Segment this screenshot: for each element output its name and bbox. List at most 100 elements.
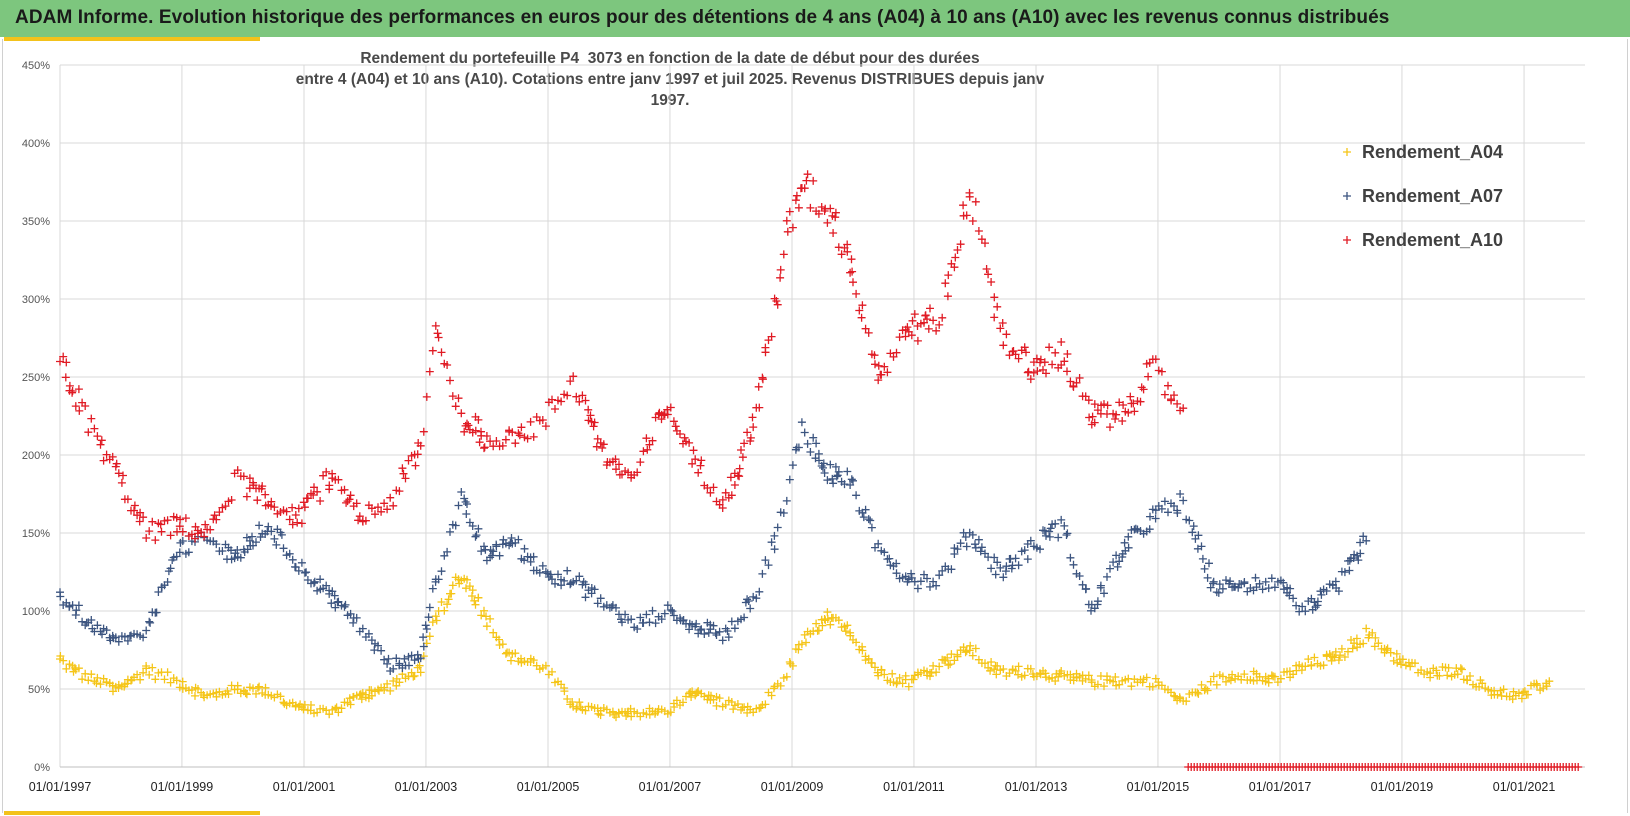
data-point (893, 678, 902, 687)
data-point (302, 568, 311, 577)
data-point (814, 209, 823, 218)
data-point (740, 439, 749, 448)
data-point (1524, 690, 1532, 699)
data-point (261, 683, 270, 692)
data-point (783, 227, 792, 236)
data-point (1160, 390, 1169, 399)
data-point (666, 708, 675, 717)
data-point (1330, 653, 1339, 662)
data-point (1127, 682, 1136, 691)
data-point (332, 703, 341, 712)
x-tick-label: 01/01/2009 (761, 780, 824, 794)
data-point (443, 361, 452, 369)
data-point (638, 619, 647, 627)
data-point (651, 619, 660, 628)
data-point (803, 439, 812, 448)
data-point (823, 615, 832, 623)
data-point (130, 501, 139, 510)
data-point (480, 606, 488, 615)
data-point (874, 539, 883, 548)
y-tick-label: 250% (22, 372, 50, 384)
data-point (943, 653, 952, 662)
data-point (1103, 401, 1112, 410)
data-point (1173, 509, 1182, 517)
data-point (114, 637, 123, 646)
data-point (440, 606, 449, 615)
data-point (1057, 515, 1066, 524)
data-point (1336, 651, 1345, 660)
data-point (1307, 661, 1316, 669)
data-point (1112, 551, 1121, 560)
data-point (788, 223, 797, 232)
data-point (178, 537, 187, 545)
data-point (325, 481, 334, 490)
data-point (1397, 660, 1405, 669)
data-point (257, 484, 266, 493)
data-point (535, 568, 544, 577)
data-point (892, 569, 901, 578)
data-point (823, 608, 832, 617)
data-point (764, 561, 773, 570)
data-point (1157, 504, 1166, 513)
data-point (212, 515, 221, 524)
data-point (486, 553, 495, 562)
data-point (849, 278, 857, 287)
data-point (612, 465, 620, 474)
data-point (201, 520, 210, 529)
data-point (448, 392, 457, 401)
data-point (410, 671, 419, 680)
data-point (253, 683, 262, 692)
data-point (62, 358, 71, 367)
data-point (1075, 572, 1084, 580)
data-point (157, 527, 166, 536)
data-point (847, 255, 856, 264)
data-point (1517, 694, 1526, 703)
data-point (119, 471, 127, 480)
data-point (523, 434, 532, 443)
data-point (1251, 573, 1260, 582)
data-point (950, 550, 959, 558)
data-point (829, 479, 838, 488)
data-point (981, 659, 989, 668)
data-point (294, 504, 303, 513)
data-point (1340, 568, 1349, 577)
data-point (1124, 532, 1133, 541)
data-point (1331, 647, 1340, 656)
data-point (776, 273, 785, 282)
data-point (693, 688, 702, 697)
data-point (1151, 514, 1160, 523)
data-point (977, 543, 986, 552)
data-point (767, 691, 776, 700)
data-point (981, 239, 989, 248)
data-point (392, 654, 401, 663)
data-point (236, 553, 245, 562)
data-point (1001, 567, 1010, 576)
data-point (480, 443, 489, 452)
data-point (794, 203, 803, 212)
data-point (749, 423, 758, 432)
data-point (437, 567, 446, 576)
data-point (480, 444, 488, 453)
data-point (334, 475, 343, 484)
data-point (123, 495, 132, 504)
data-point (178, 677, 187, 686)
data-point (160, 675, 169, 684)
data-point (1151, 506, 1160, 515)
data-point (572, 576, 581, 585)
data-point (495, 635, 503, 644)
data-point (482, 612, 490, 621)
data-point (252, 689, 260, 698)
data-point (468, 592, 476, 600)
data-point (1179, 496, 1188, 505)
data-point (1051, 348, 1060, 357)
data-point (834, 616, 843, 625)
data-point (288, 555, 297, 564)
data-point (584, 405, 593, 414)
data-point (866, 516, 875, 525)
data-point (1179, 404, 1188, 413)
data-point (666, 605, 675, 614)
data-point (460, 427, 469, 436)
data-point (692, 619, 701, 628)
data-point (834, 467, 843, 476)
data-point (413, 450, 422, 459)
